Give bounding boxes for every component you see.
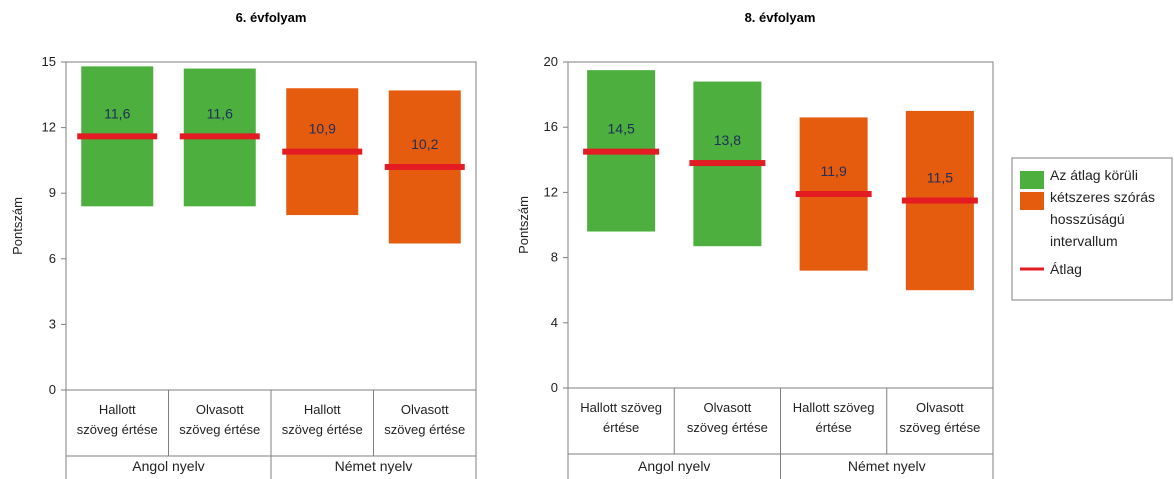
group-label: Angol nyelv [132, 458, 204, 474]
legend-interval-label: kétszeres szórás [1050, 189, 1155, 205]
category-label: értése [603, 420, 639, 435]
legend-swatch-english [1020, 171, 1044, 189]
mean-line [179, 133, 260, 140]
y-tick-label: 4 [551, 315, 558, 330]
mean-line [77, 133, 158, 140]
data-label: 11,6 [104, 105, 130, 121]
y-tick-label: 6 [49, 251, 56, 266]
category-label: Olvasott [704, 400, 752, 415]
mean-line [583, 148, 660, 155]
category-label: Olvasott [401, 402, 449, 417]
mean-line [795, 191, 872, 198]
y-tick-label: 0 [49, 382, 56, 397]
legend-swatch-german [1020, 192, 1044, 210]
y-tick-label: 9 [49, 185, 56, 200]
mean-line [901, 197, 978, 204]
category-label: Hallott [99, 402, 136, 417]
group-label: Angol nyelv [638, 458, 710, 474]
category-label: Hallott szöveg [580, 400, 662, 415]
y-tick-label: 16 [544, 119, 558, 134]
y-axis-label: Pontszám [516, 196, 531, 254]
category-label: értése [816, 420, 852, 435]
group-label: Német nyelv [335, 458, 413, 474]
y-tick-label: 12 [544, 184, 558, 199]
chart-2: 8. évfolyam 0 4 8 12 16 20 Pontszám 14,5 Hallott … [516, 10, 994, 479]
legend-interval-label: intervallum [1050, 233, 1118, 249]
data-label: 14,5 [608, 121, 635, 137]
legend: Az átlag körüli kétszeres szórás hosszúság… [1011, 157, 1173, 301]
category-label: szöveg értése [282, 422, 363, 437]
data-label: 13,8 [714, 132, 741, 148]
data-label: 11,6 [207, 105, 233, 121]
data-label: 11,9 [821, 163, 847, 179]
chart-1: 6. évfolyam 0 3 6 9 12 15 Pontszám 11,6 Hallott sz… [10, 10, 477, 479]
data-label: 10,9 [309, 121, 336, 137]
data-label: 11,5 [927, 170, 953, 186]
y-tick-label: 8 [551, 250, 558, 265]
legend-interval-label: hosszúságú [1050, 211, 1125, 227]
chart-title: 6. évfolyam [236, 10, 307, 25]
chart-title: 8. évfolyam [745, 10, 816, 25]
y-tick-label: 0 [551, 380, 558, 395]
y-axis-label: Pontszám [10, 197, 25, 255]
data-label: 10,2 [411, 136, 438, 152]
category-label: Hallott [304, 402, 341, 417]
category-label: szöveg értése [687, 420, 768, 435]
mean-line [689, 160, 766, 167]
group-label: Német nyelv [848, 458, 926, 474]
y-tick-label: 3 [49, 316, 56, 331]
category-label: Olvasott [196, 402, 244, 417]
category-label: Hallott szöveg [793, 400, 875, 415]
mean-line [384, 163, 465, 170]
y-tick-label: 20 [544, 54, 558, 69]
category-label: szöveg értése [384, 422, 465, 437]
category-label: szöveg értése [77, 422, 158, 437]
legend-interval-label: Az átlag körüli [1050, 167, 1138, 183]
y-tick-label: 12 [42, 120, 56, 135]
category-label: szöveg értése [179, 422, 260, 437]
category-label: szöveg értése [899, 420, 980, 435]
legend-mean-label: Átlag [1050, 261, 1082, 277]
mean-line [282, 148, 363, 155]
y-tick-label: 15 [42, 54, 56, 69]
category-label: Olvasott [916, 400, 964, 415]
